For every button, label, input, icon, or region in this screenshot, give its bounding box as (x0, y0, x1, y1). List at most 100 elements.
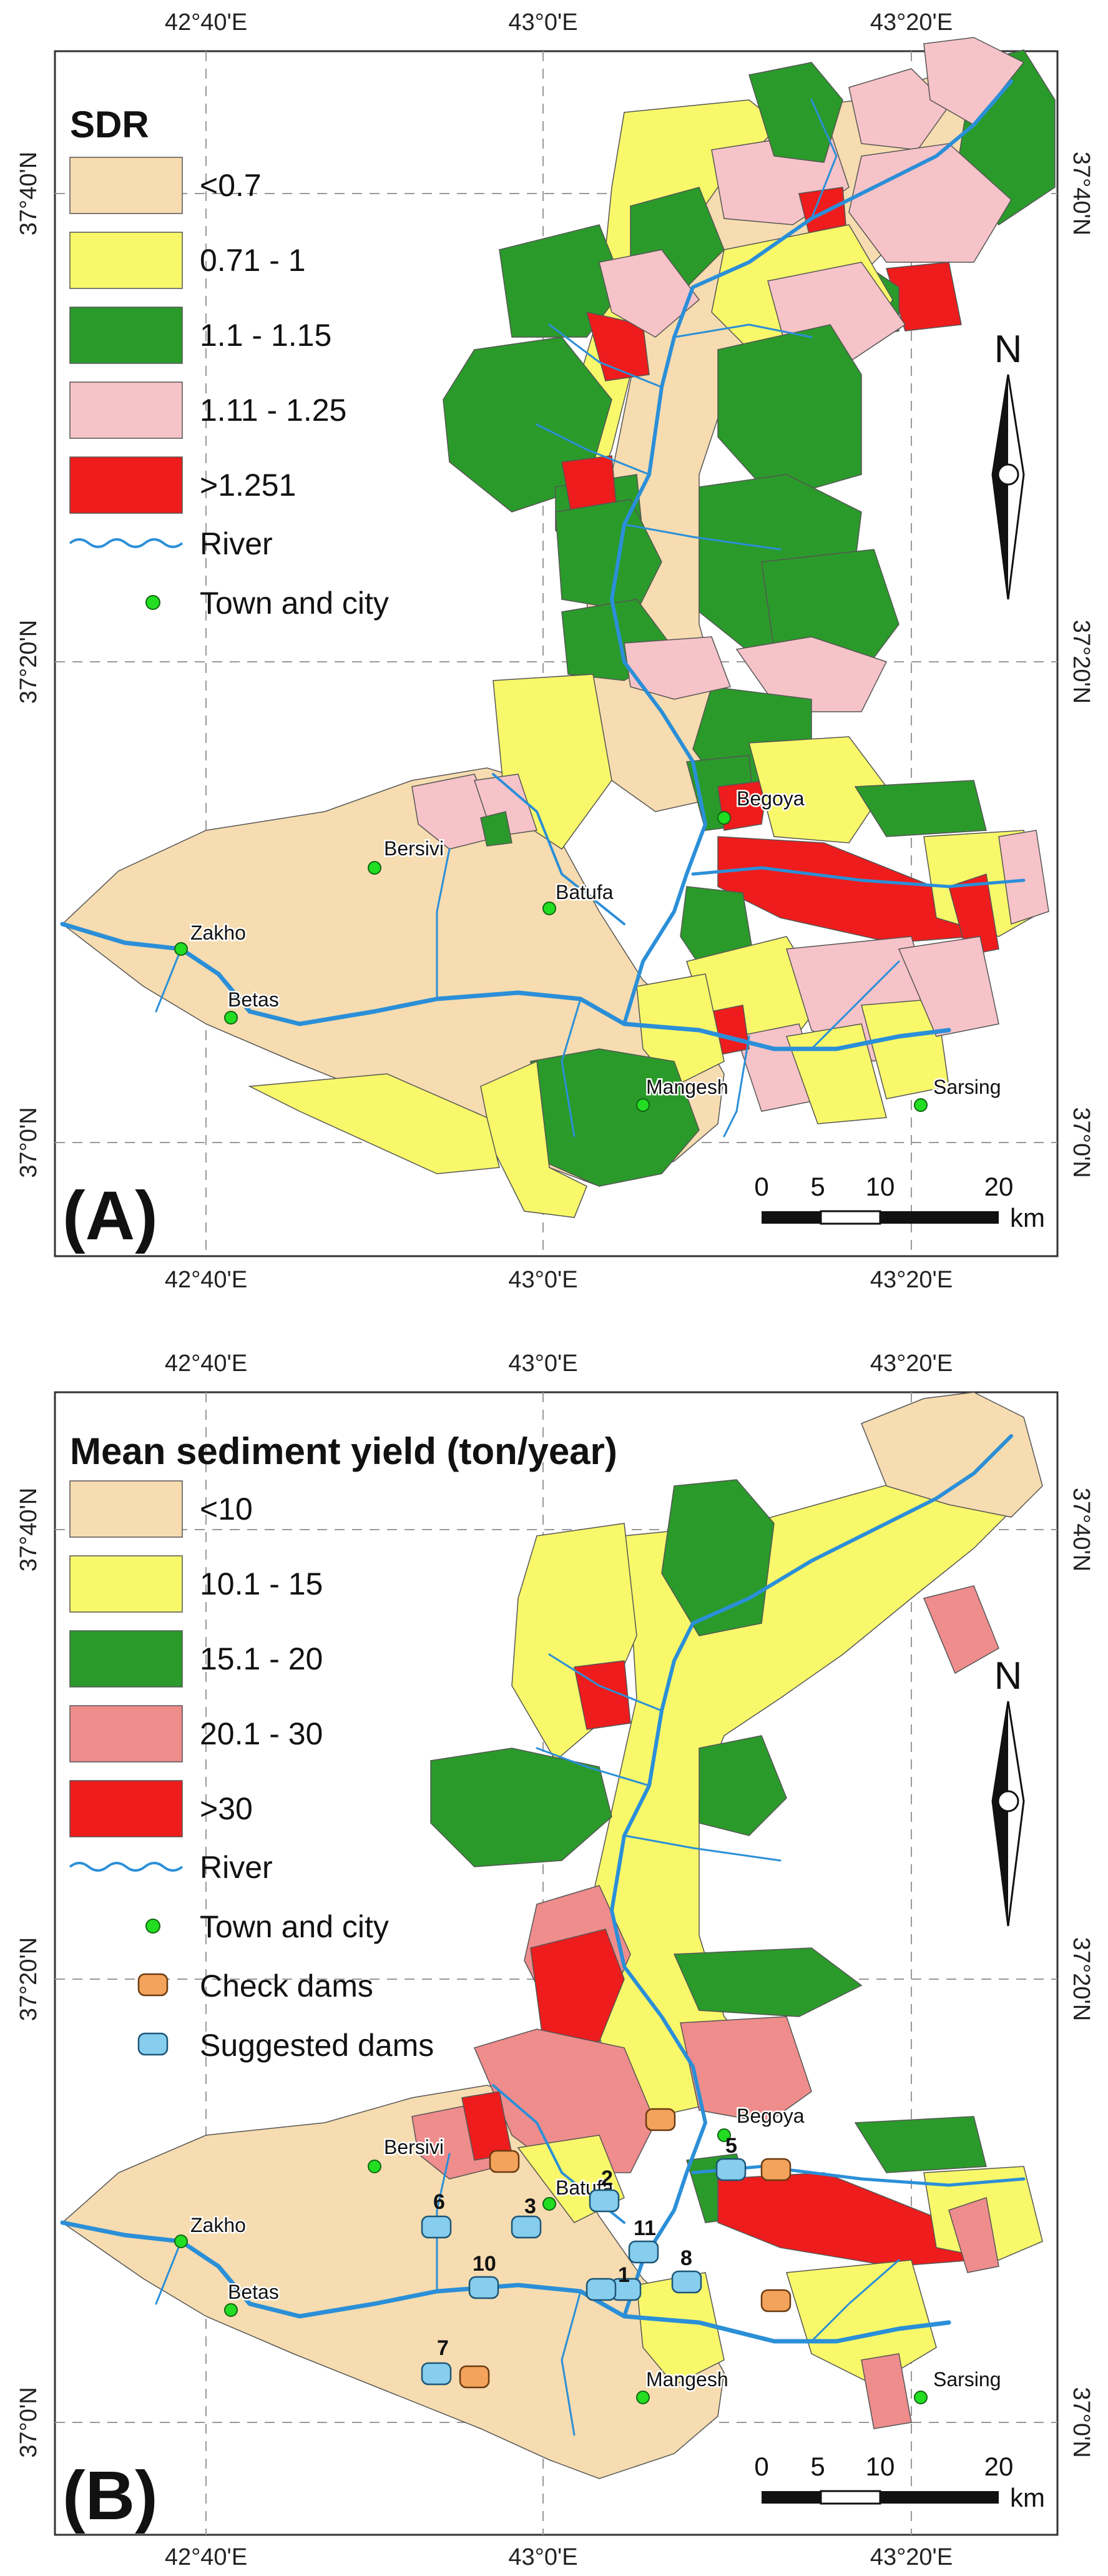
bottom-tick-2: 43°0'E (508, 1267, 577, 1293)
north-label: N (994, 328, 1022, 371)
scale-unit: km (1010, 2483, 1045, 2512)
check-dam-icon (459, 2365, 490, 2389)
legend-label: 0.71 - 1 (200, 243, 306, 278)
suggested-dam-icon (671, 2270, 702, 2294)
dam-number: 7 (437, 2336, 449, 2360)
legend-swatch (69, 456, 183, 514)
panel-b: 42°40'E 43°0'E 43°20'E 42°40'E 43°0'E 43… (16, 1350, 1094, 2570)
scale-bar-b: 0 5 10 20 km (754, 2452, 1045, 2512)
town-label: Bersivi (384, 2136, 444, 2158)
north-arrow-icon: N (991, 328, 1025, 600)
check-dam-icon (489, 2150, 520, 2173)
panel-a-frame (54, 50, 1059, 1257)
legend-title: Mean sediment yield (ton/year) (70, 1430, 617, 1472)
legend-label: 15.1 - 20 (200, 1641, 323, 1676)
top-tick-2: 43°0'E (508, 1350, 577, 1377)
left-tick-1: 37°40'N (16, 152, 42, 235)
left-tick-3: 37°0'N (16, 2387, 42, 2457)
legend-label: Suggested dams (200, 2028, 434, 2063)
panel-b-label: (B) (62, 2457, 158, 2534)
legend-label: 1.1 - 1.15 (200, 318, 331, 353)
legend-title: SDR (70, 104, 149, 145)
suggested-dams (421, 2158, 747, 2386)
right-tick-3: 37°0'N (1068, 1107, 1094, 1177)
legend-swatch (69, 1555, 183, 1613)
top-tick-1: 42°40'E (165, 9, 247, 36)
legend-swatch (69, 307, 183, 364)
river-legend-icon (69, 1862, 184, 1872)
top-tick-3: 43°20'E (870, 9, 953, 36)
town-marker (914, 1098, 928, 1112)
town-label: Mangesh (646, 2368, 728, 2391)
town-marker (636, 1098, 650, 1112)
dam-number: 8 (680, 2246, 692, 2270)
legend-b: Mean sediment yield (ton/year) <10 10.1 … (69, 1430, 617, 2063)
right-tick-2: 37°20'N (1068, 620, 1094, 704)
scale-tick: 0 (754, 1172, 768, 1201)
scale-tick: 0 (754, 2452, 768, 2481)
check-dam-legend-icon (137, 1973, 169, 1997)
legend-label: 10.1 - 15 (200, 1566, 323, 1601)
right-tick-3: 37°0'N (1068, 2387, 1094, 2457)
bottom-tick-1: 42°40'E (165, 2544, 247, 2570)
town-label: Begoya (737, 787, 805, 810)
scale-unit: km (1010, 1203, 1045, 1232)
town-marker (636, 2391, 650, 2404)
left-tick-2: 37°20'N (16, 620, 42, 704)
scale-tick: 5 (810, 2452, 825, 2481)
rivers-a (60, 79, 1026, 1138)
dam-number: 1 (618, 2263, 630, 2287)
dam-number: 5 (725, 2134, 737, 2158)
basin-a (61, 37, 1056, 1218)
legend-swatch (69, 1480, 183, 1538)
scale-tick: 20 (984, 1172, 1014, 1201)
scale-tick: 5 (810, 1172, 825, 1201)
panel-a-label: (A) (62, 1177, 158, 1254)
town-legend-icon (145, 595, 160, 610)
towns-a: Zakho Bersivi Batufa Betas Begoya Manges… (174, 786, 1003, 1112)
north-arrow-icon: N (991, 1654, 1025, 1927)
town-marker (717, 811, 731, 825)
suggested-dam-icon (421, 2215, 452, 2239)
town-label: Zakho (190, 922, 246, 944)
legend-swatch (69, 157, 183, 214)
towns-b: Zakho Bersivi Batufa Betas Begoya Manges… (174, 2103, 1003, 2404)
town-label: Betas (228, 988, 279, 1011)
suggested-dam-icon (511, 2215, 542, 2239)
legend-label: <0.7 (200, 168, 262, 203)
town-marker (368, 2160, 381, 2173)
top-tick-3: 43°20'E (870, 1350, 953, 1377)
town-label: Mangesh (646, 1076, 728, 1098)
dam-number: 10 (473, 2252, 496, 2276)
suggested-dam-legend-icon (137, 2032, 169, 2056)
right-tick-2: 37°20'N (1068, 1937, 1094, 2021)
legend-swatch (69, 1780, 183, 1837)
town-marker (914, 2391, 928, 2404)
town-legend-icon (145, 1919, 160, 1934)
legend-label: <10 (200, 1492, 253, 1526)
check-dams (459, 2108, 792, 2389)
scale-tick: 10 (866, 2452, 895, 2481)
legend-label: River (200, 1850, 273, 1885)
legend-label: 20.1 - 30 (200, 1716, 323, 1751)
legend-label: Check dams (200, 1969, 373, 2003)
town-label: Betas (228, 2281, 279, 2303)
suggested-dam-icon (421, 2362, 452, 2386)
town-label: Begoya (737, 2105, 805, 2127)
legend-label: 1.11 - 1.25 (200, 393, 346, 428)
check-dam-icon (645, 2108, 676, 2131)
legend-swatch (69, 1705, 183, 1762)
legend-label: River (200, 526, 273, 561)
dam-number: 2 (601, 2166, 613, 2190)
right-tick-1: 37°40'N (1068, 152, 1094, 235)
panel-a: 42°40'E 43°0'E 43°20'E 42°40'E 43°0'E 43… (16, 9, 1094, 1293)
town-marker (224, 2303, 238, 2317)
suggested-dam-icon (628, 2240, 659, 2264)
legend-label: Town and city (200, 586, 389, 621)
dam-numbers: 1 2 3 5 6 7 8 10 11 (433, 2134, 737, 2360)
left-tick-2: 37°20'N (16, 1937, 42, 2021)
river-legend-icon (69, 538, 184, 548)
top-tick-2: 43°0'E (508, 9, 577, 36)
top-tick-1: 42°40'E (165, 1350, 247, 1377)
